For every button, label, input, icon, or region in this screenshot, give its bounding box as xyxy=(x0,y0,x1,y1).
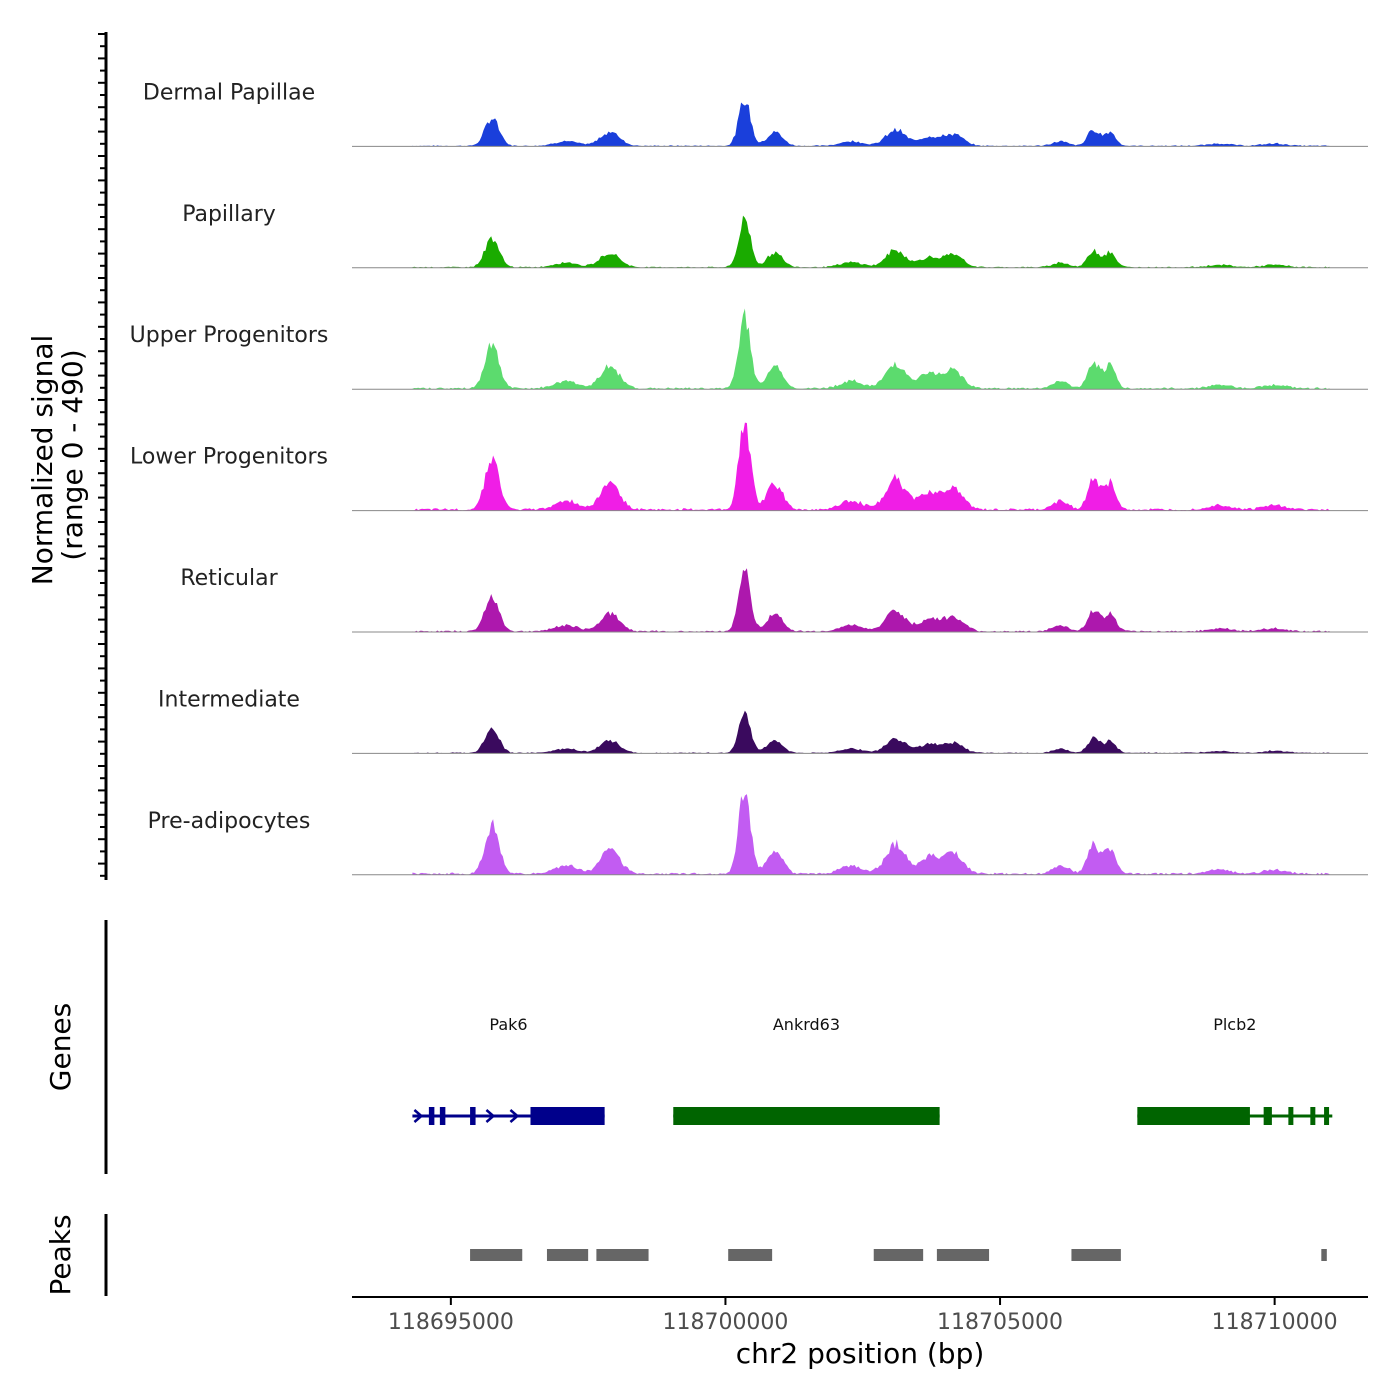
track-label: Upper Progenitors xyxy=(130,323,329,348)
peak-region xyxy=(873,1249,924,1261)
peak-region xyxy=(1321,1249,1327,1261)
signal-area xyxy=(412,102,1330,147)
peak-region xyxy=(596,1249,649,1261)
y-axis-title-line2: (range 0 - 490) xyxy=(56,349,89,560)
track-label: Papillary xyxy=(182,202,276,227)
gene-exon xyxy=(1324,1107,1330,1125)
peak-region xyxy=(470,1249,523,1261)
gene-exon xyxy=(1263,1107,1272,1125)
x-tick-label: 118695000 xyxy=(388,1310,514,1335)
strand-arrow xyxy=(485,1109,496,1123)
track-label: Lower Progenitors xyxy=(130,445,328,470)
x-tick-label: 118700000 xyxy=(662,1310,788,1335)
signal-area xyxy=(412,308,1330,390)
peak-region xyxy=(546,1249,589,1261)
peak-region xyxy=(936,1249,990,1261)
track-areas xyxy=(352,102,1368,876)
gene-exon xyxy=(439,1107,446,1125)
track-label: Pre-adipocytes xyxy=(148,809,311,834)
gene-label: Plcb2 xyxy=(1213,1015,1256,1034)
gene-exon xyxy=(530,1107,605,1125)
signal-area xyxy=(412,710,1330,754)
signal-area xyxy=(412,568,1330,632)
track-labels: Dermal Papillae Papillary Upper Progenitor… xyxy=(130,80,329,833)
x-tick-label: 118710000 xyxy=(1212,1310,1338,1335)
peaks-panel-label: Peaks xyxy=(44,1214,77,1295)
track-label: Reticular xyxy=(180,566,278,591)
track-label: Dermal Papillae xyxy=(143,80,315,105)
signal-y-axis-ticks xyxy=(98,33,106,877)
gene-exon xyxy=(1137,1107,1250,1125)
signal-area xyxy=(412,422,1330,511)
gene-exon xyxy=(470,1107,476,1125)
peaks-group xyxy=(470,1249,1327,1261)
genes-group: Pak6 Ankrd63 Plcb2 xyxy=(412,1015,1333,1125)
gene-exon xyxy=(1310,1107,1316,1125)
gene-exon xyxy=(673,1107,940,1125)
peak-region xyxy=(1071,1249,1121,1261)
y-axis-title-line1: Normalized signal xyxy=(26,335,59,586)
genes-panel-label: Genes xyxy=(44,1003,77,1091)
gene-exon xyxy=(1288,1107,1294,1125)
signal-area xyxy=(412,215,1330,268)
gene-label: Ankrd63 xyxy=(773,1015,840,1034)
track-label: Intermediate xyxy=(158,687,300,712)
gene-label: Pak6 xyxy=(489,1015,527,1034)
strand-arrow xyxy=(413,1109,424,1123)
x-axis-ticks: 118695000 118700000 118705000 118710000 xyxy=(388,1297,1338,1335)
peak-region xyxy=(728,1249,773,1261)
signal-area xyxy=(412,794,1330,875)
strand-arrow xyxy=(509,1109,520,1123)
x-tick-label: 118705000 xyxy=(937,1310,1063,1335)
gene-exon xyxy=(428,1107,435,1125)
x-axis-title: chr2 position (bp) xyxy=(736,1337,985,1370)
